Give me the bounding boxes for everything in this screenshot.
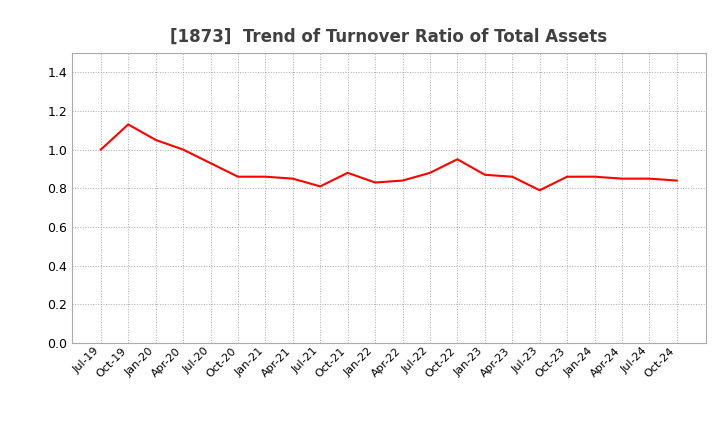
Title: [1873]  Trend of Turnover Ratio of Total Assets: [1873] Trend of Turnover Ratio of Total …	[170, 28, 608, 46]
